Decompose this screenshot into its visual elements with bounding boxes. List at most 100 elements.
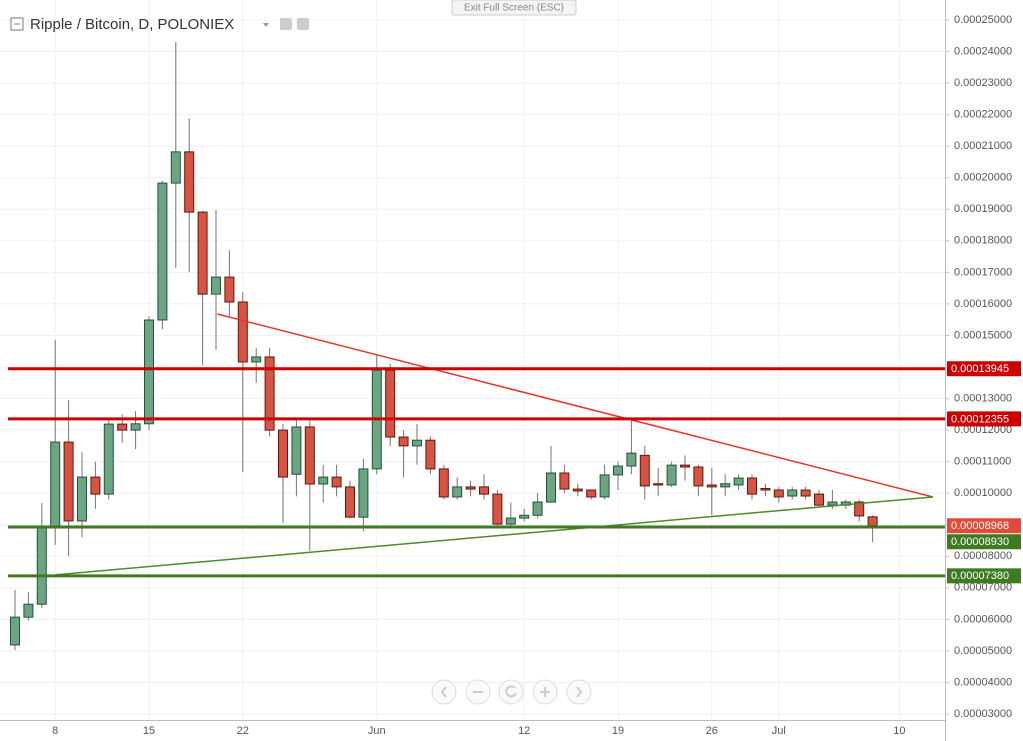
settings-icon[interactable] bbox=[297, 18, 309, 30]
candle-body bbox=[23, 603, 34, 618]
x-tick-label: 26 bbox=[706, 725, 718, 737]
candle-body bbox=[505, 517, 516, 525]
candle-body bbox=[10, 616, 20, 646]
dropdown-arrow[interactable] bbox=[263, 23, 269, 27]
candle-body bbox=[653, 483, 664, 486]
y-tick-label: 0.00006000 bbox=[954, 613, 1012, 625]
x-tick-label: 19 bbox=[612, 725, 624, 737]
candle-body bbox=[36, 526, 47, 605]
candle-body bbox=[90, 476, 101, 495]
candle-body bbox=[572, 488, 583, 492]
candle-body bbox=[613, 465, 623, 476]
y-tick-label: 0.00003000 bbox=[954, 708, 1012, 720]
candle-body bbox=[197, 211, 208, 295]
candle-body bbox=[77, 476, 87, 522]
price-tag-label: 0.00013945 bbox=[951, 363, 1009, 375]
candle-body bbox=[291, 426, 302, 475]
candle-body bbox=[358, 468, 369, 518]
candle-body bbox=[479, 486, 489, 495]
candle-body bbox=[157, 182, 168, 321]
y-tick-label: 0.00007000 bbox=[954, 582, 1012, 594]
price-tag-label: 0.00008968 bbox=[951, 520, 1009, 532]
candle-body bbox=[425, 439, 436, 470]
scroll-left-button[interactable] bbox=[431, 679, 457, 705]
candle-body bbox=[492, 493, 503, 525]
candle-body bbox=[814, 493, 824, 506]
y-tick-label: 0.00015000 bbox=[954, 329, 1012, 341]
candle-body bbox=[586, 489, 597, 498]
price-tag-label: 0.00012355 bbox=[951, 413, 1009, 425]
exit-fullscreen-button[interactable] bbox=[451, 0, 577, 16]
x-tick-label: 12 bbox=[518, 725, 530, 737]
trendline bbox=[217, 313, 934, 498]
candle-body bbox=[519, 514, 530, 519]
candle-body bbox=[532, 501, 543, 516]
candle-body bbox=[559, 472, 570, 490]
candle-body bbox=[224, 276, 235, 303]
candle-body bbox=[773, 489, 784, 498]
candle-body bbox=[827, 501, 838, 506]
plus-icon bbox=[540, 687, 550, 697]
candle-body bbox=[733, 477, 744, 486]
candle-body bbox=[103, 423, 114, 495]
y-tick-label: 0.00008000 bbox=[954, 550, 1012, 562]
y-tick-label: 0.00025000 bbox=[954, 14, 1012, 26]
price-tag-label: 0.00008930 bbox=[951, 536, 1009, 548]
price-tag bbox=[947, 568, 1021, 584]
candle-body bbox=[706, 484, 717, 488]
price-tag bbox=[947, 411, 1021, 427]
candle-body bbox=[680, 464, 690, 468]
candle-body bbox=[264, 356, 275, 431]
candle-body bbox=[50, 441, 61, 528]
x-tick-label: 22 bbox=[237, 725, 249, 737]
y-tick-label: 0.00024000 bbox=[954, 45, 1012, 57]
candle-body bbox=[465, 486, 476, 490]
y-tick-label: 0.00021000 bbox=[954, 140, 1012, 152]
candle-body bbox=[278, 429, 288, 478]
price-tag-label: 0.00007380 bbox=[951, 570, 1009, 582]
trendline bbox=[55, 496, 933, 576]
candle-body bbox=[800, 489, 811, 497]
chart-title: Ripple / Bitcoin, D, POLONIEX bbox=[30, 16, 234, 33]
navigation-icons bbox=[440, 685, 583, 698]
x-tick-label: 8 bbox=[52, 725, 58, 737]
candle-body bbox=[63, 441, 74, 522]
price-tag bbox=[947, 518, 1021, 534]
candle-body bbox=[639, 454, 650, 487]
x-tick-label: Jun bbox=[368, 725, 386, 737]
candle-body bbox=[144, 319, 154, 425]
candle-body bbox=[251, 356, 262, 363]
candle-body bbox=[385, 369, 396, 438]
exit-fullscreen-label: Exit Full Screen (ESC) bbox=[464, 3, 564, 14]
candle-body bbox=[867, 516, 878, 527]
candle-body bbox=[318, 476, 329, 485]
y-tick-label: 0.00016000 bbox=[954, 298, 1012, 310]
reset-button[interactable] bbox=[498, 679, 524, 705]
settings-icon[interactable] bbox=[280, 18, 292, 30]
y-tick-label: 0.00010000 bbox=[954, 487, 1012, 499]
candle-body bbox=[184, 151, 195, 213]
candle-body bbox=[130, 423, 141, 431]
candle-body bbox=[237, 301, 248, 363]
candle-body bbox=[438, 468, 449, 498]
y-tick-label: 0.00023000 bbox=[954, 77, 1012, 89]
candle-body bbox=[760, 487, 771, 491]
price-tag bbox=[947, 534, 1021, 550]
candle-body bbox=[666, 464, 677, 486]
candle-body bbox=[720, 483, 731, 488]
right-icon bbox=[576, 686, 583, 698]
scroll-right-button[interactable] bbox=[566, 679, 592, 705]
y-tick-label: 0.00022000 bbox=[954, 109, 1012, 121]
x-tick-label: 15 bbox=[143, 725, 155, 737]
candle-body bbox=[331, 476, 342, 488]
y-tick-label: 0.00019000 bbox=[954, 203, 1012, 215]
candle-body bbox=[304, 426, 315, 485]
price-tag bbox=[947, 361, 1021, 377]
candle-body bbox=[693, 466, 704, 487]
overlay: 0.00013945 0.00012355 0.00008968 0.00008930… bbox=[8, 313, 1021, 584]
x-tick-label: 10 bbox=[893, 725, 905, 737]
candle-body bbox=[398, 436, 409, 447]
y-tick-label: 0.00018000 bbox=[954, 235, 1012, 247]
